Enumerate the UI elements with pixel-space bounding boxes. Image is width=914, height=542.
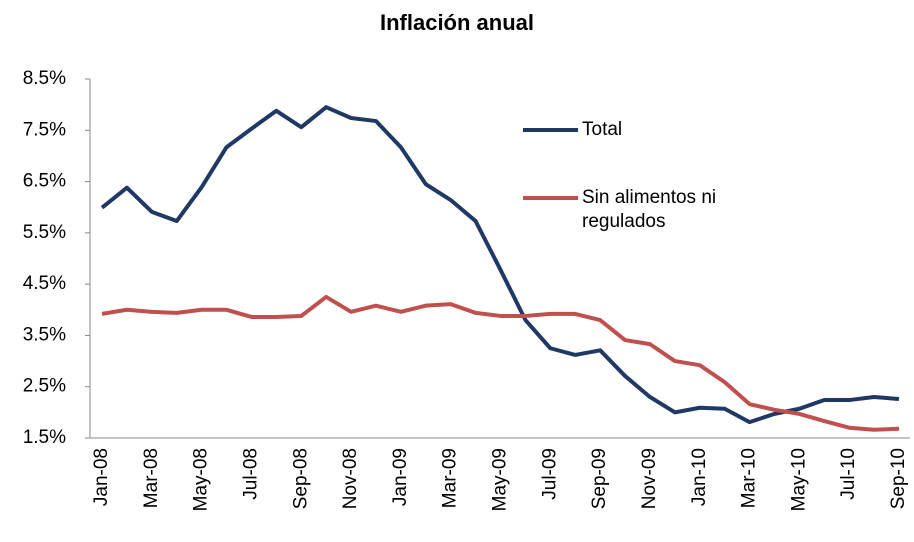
y-tick-label: 3.5% bbox=[23, 324, 66, 345]
line-series bbox=[101, 294, 900, 432]
chart-title: Inflación anual bbox=[380, 10, 534, 35]
x-tick-label: Jul-09 bbox=[539, 448, 560, 500]
y-tick-label: 4.5% bbox=[23, 273, 66, 294]
y-tick-label: 1.5% bbox=[23, 427, 66, 448]
x-tick-label: Jan-10 bbox=[689, 448, 710, 506]
x-tick-label: Mar-10 bbox=[739, 448, 760, 508]
x-tick-label: Mar-09 bbox=[440, 448, 461, 508]
x-tick-label: May-09 bbox=[490, 448, 511, 511]
x-tick-label: Nov-08 bbox=[340, 448, 361, 509]
legend-label: Sin alimentos ni regulados bbox=[582, 187, 717, 232]
line-series bbox=[100, 105, 900, 425]
x-tick-label: Sep-10 bbox=[888, 448, 909, 509]
y-tick-label: 8.5% bbox=[23, 68, 66, 89]
x-tick-label: Mar-08 bbox=[141, 448, 162, 508]
x-tick-label: May-10 bbox=[788, 448, 809, 511]
x-tick-label: Nov-09 bbox=[639, 448, 660, 509]
x-tick-label: Jan-09 bbox=[390, 448, 411, 506]
x-tick-label: Jul-08 bbox=[240, 448, 261, 500]
y-tick-label: 7.5% bbox=[23, 119, 66, 140]
x-tick-label: Sep-09 bbox=[589, 448, 610, 509]
x-tick-label: Jul-10 bbox=[838, 448, 859, 500]
x-tick-label: May-08 bbox=[191, 448, 212, 511]
y-tick-label: 6.5% bbox=[23, 171, 66, 192]
legend-label: Total bbox=[582, 119, 623, 140]
x-tick-label: Sep-08 bbox=[290, 448, 311, 509]
x-tick-label: Jan-08 bbox=[91, 448, 112, 506]
y-tick-label: 2.5% bbox=[23, 376, 66, 397]
y-tick-label: 5.5% bbox=[23, 222, 66, 243]
